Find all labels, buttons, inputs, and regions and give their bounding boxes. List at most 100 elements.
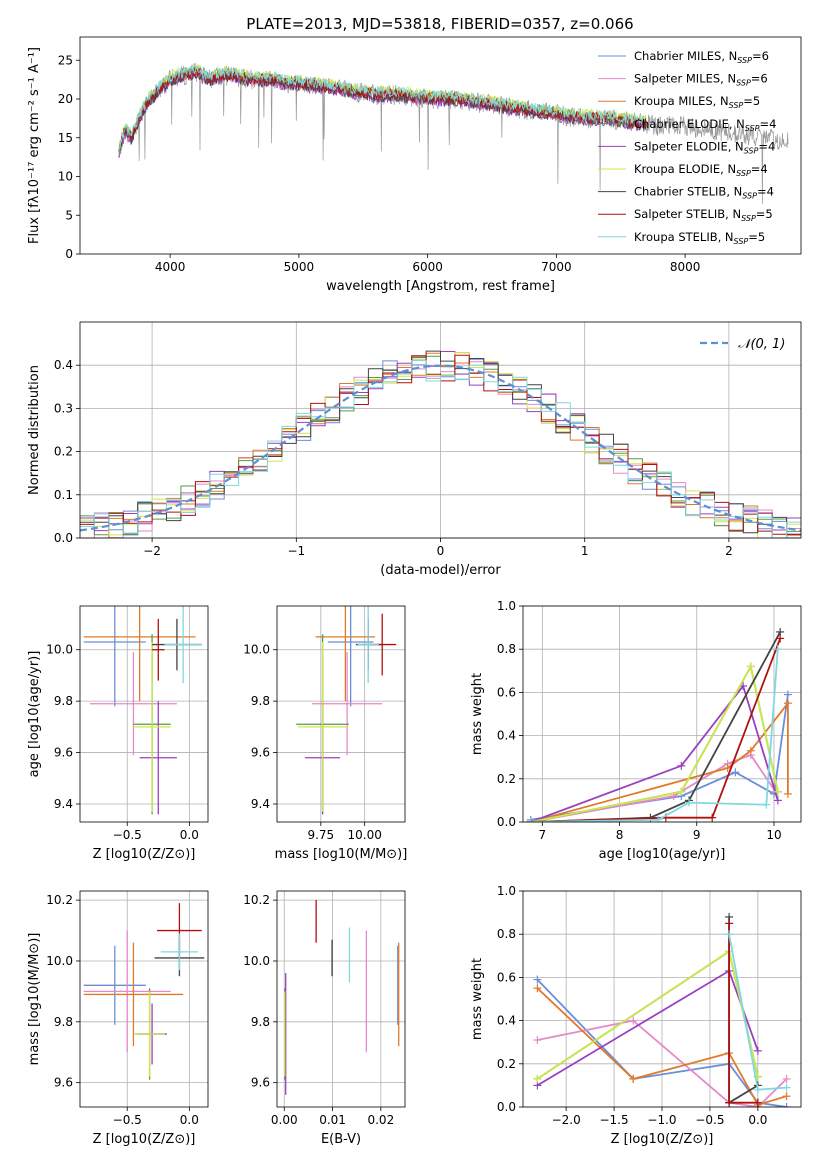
y-tick-label: 0.3	[54, 401, 73, 415]
weight-marker	[773, 796, 782, 805]
legend: 𝒩(0, 1)	[700, 337, 785, 352]
legend: Chabrier MILES, NSSP=6 Salpeter MILES, NS…	[598, 49, 776, 246]
legend-label-8: Kroupa STELIB, NSSP=5	[634, 230, 765, 246]
x-tick-label: −0.5	[113, 1113, 142, 1127]
axes-frame	[276, 605, 406, 823]
weight-marker	[753, 1098, 762, 1107]
figure-title: PLATE=2013, MJD=53818, FIBERID=0357, z=0…	[246, 15, 633, 33]
y-tick-label: 10.2	[243, 893, 270, 907]
x-tick-label: −2	[143, 544, 161, 558]
y-axis-label: mass weight	[470, 673, 485, 755]
panel-weight-vs-Z: −2.0 −1.5 −1.0 −0.5 0.0 0.0 0.2 0.4 0.6 0.8 1.0 Z […	[470, 884, 802, 1147]
x-tick-label: 8	[616, 828, 624, 842]
weight-marker	[746, 662, 755, 671]
y-tick-label: 0.8	[497, 642, 516, 656]
x-axis-label: wavelength [Angstrom, rest frame]	[326, 279, 555, 294]
plot-area	[83, 606, 202, 815]
errorbar-point	[83, 930, 171, 1053]
weight-marker	[533, 975, 542, 984]
y-tick-label: 10	[58, 170, 73, 184]
x-tick-label: 7	[538, 828, 546, 842]
weight-marker	[526, 818, 535, 822]
y-tick-label: 9.4	[251, 797, 270, 811]
legend-label-5: Kroupa ELODIE, NSSP=4	[634, 162, 768, 178]
legend-label-3: Chabrier ELODIE, NSSP=4	[634, 117, 776, 133]
weight-marker	[782, 1103, 791, 1107]
errorbar-point	[160, 933, 199, 971]
x-tick-label: 7000	[541, 260, 572, 274]
weight-marker	[782, 1092, 791, 1101]
normal-curve	[80, 364, 801, 532]
weight-marker	[776, 634, 785, 643]
errorbar-point	[152, 618, 165, 681]
weight-marker	[782, 1074, 791, 1083]
x-axis-label: (data-model)/error	[380, 563, 501, 578]
weight-marker	[677, 787, 686, 796]
axes-frame	[79, 890, 209, 1108]
y-tick-label: 0.4	[497, 1014, 516, 1028]
errorbar-point	[83, 606, 146, 707]
y-tick-label: 0.6	[497, 970, 516, 984]
y-tick-label: 0.1	[54, 488, 73, 502]
weight-marker	[533, 984, 542, 993]
weight-marker	[533, 1074, 542, 1083]
errorbar-point	[139, 701, 177, 815]
y-tick-label: 9.6	[251, 1076, 270, 1090]
weight-marker	[753, 1085, 762, 1094]
panel-age-vs-Z: −0.5 0.0 9.4 9.6 9.8 10.0 Z [log10(Z/Z⊙)] age […	[27, 605, 209, 862]
y-tick-label: 9.6	[54, 746, 73, 760]
grid-lines	[80, 891, 208, 1107]
x-tick-label: 4000	[155, 260, 186, 274]
weight-marker	[782, 1083, 791, 1092]
plot-area	[533, 912, 791, 1107]
weight-marker	[677, 761, 686, 770]
y-tick-label: 0.0	[497, 815, 516, 829]
y-tick-label: 9.6	[54, 1076, 73, 1090]
x-tick-label: −1.0	[647, 1113, 676, 1127]
grid-lines	[80, 606, 208, 822]
x-tick-label: −1.5	[599, 1113, 628, 1127]
legend-label-2: Kroupa MILES, NSSP=5	[634, 94, 760, 110]
x-tick-label: 9	[693, 828, 701, 842]
plot-area	[284, 900, 400, 1095]
errorbar-point	[134, 991, 165, 1077]
x-tick-label: 0.0	[180, 1113, 199, 1127]
y-tick-label: 10.2	[46, 893, 73, 907]
legend-label-4: Salpeter ELODIE, NSSP=4	[634, 139, 775, 155]
axes-frame	[522, 605, 802, 823]
weight-line-4	[530, 683, 779, 822]
weight-marker	[629, 1016, 638, 1025]
x-tick-label: 1	[581, 544, 589, 558]
y-tick-label: 0.4	[54, 358, 73, 372]
errorbar-point	[315, 606, 376, 702]
y-tick-label: 9.8	[251, 1015, 270, 1029]
x-axis-label: Z [log10(Z/Z⊙)]	[611, 1132, 714, 1147]
y-tick-label: 1.0	[497, 884, 516, 898]
weight-line-3	[536, 950, 759, 1080]
model-line-8	[118, 63, 647, 153]
weight-marker	[725, 930, 734, 939]
x-tick-label: 8000	[670, 260, 701, 274]
y-tick-label: 0.2	[497, 1057, 516, 1071]
axes-frame	[79, 321, 802, 539]
y-tick-label: 0.4	[497, 729, 516, 743]
x-tick-label: −0.5	[113, 828, 142, 842]
y-tick-label: 10.0	[46, 954, 73, 968]
panel-spectrum: 4000 5000 6000 7000 8000 0 5 10 15 20 25 wavelength…	[27, 36, 802, 294]
y-tick-label: 20	[58, 92, 73, 106]
weight-marker	[783, 690, 792, 699]
weight-marker	[533, 1036, 542, 1045]
weight-marker	[708, 813, 717, 822]
legend-label: 𝒩(0, 1)	[738, 337, 785, 352]
x-tick-label: 0.01	[319, 1113, 346, 1127]
y-tick-label: 1.0	[497, 599, 516, 613]
y-axis-label: mass weight	[470, 958, 485, 1040]
x-tick-label: 0	[437, 544, 445, 558]
weight-marker	[685, 798, 694, 807]
weight-marker	[725, 1098, 734, 1107]
axes-frame	[79, 605, 209, 823]
histogram-step-6	[80, 350, 801, 538]
x-axis-label: E(B-V)	[321, 1132, 361, 1147]
y-tick-label: 9.8	[251, 694, 270, 708]
y-tick-label: 15	[58, 131, 73, 145]
